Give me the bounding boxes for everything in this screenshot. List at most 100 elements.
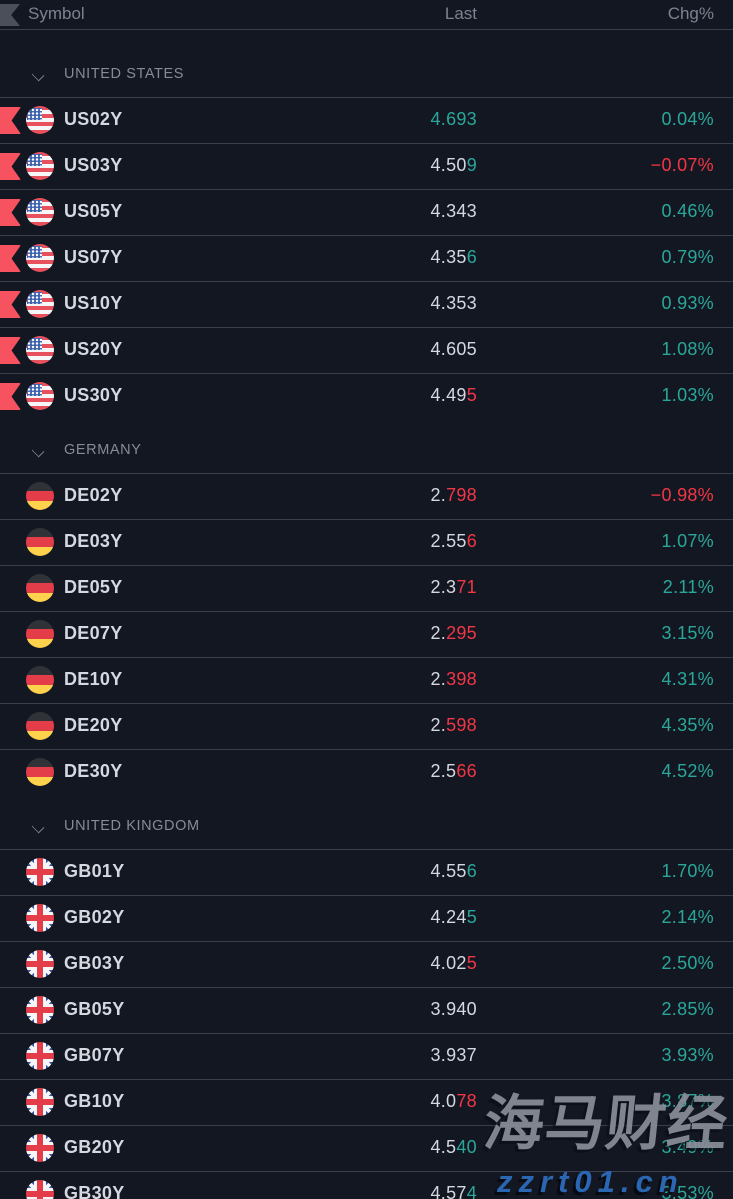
symbol-label: DE10Y (64, 669, 123, 689)
last-price: 4.343 (430, 201, 477, 221)
symbol-label: DE02Y (64, 485, 123, 505)
symbol-label: DE30Y (64, 761, 123, 781)
flag-marker-icon[interactable] (0, 199, 21, 226)
symbol-row[interactable]: GB30Y 4.574 3.53% (0, 1171, 733, 1199)
symbol-row[interactable]: DE20Y 2.598 4.35% (0, 703, 733, 749)
symbol-row[interactable]: GB20Y 4.540 3.49% (0, 1125, 733, 1171)
flag-marker-icon[interactable] (0, 337, 21, 364)
symbol-label: DE07Y (64, 623, 123, 643)
symbol-row[interactable]: DE10Y 2.398 4.31% (0, 657, 733, 703)
change-percent: 4.35% (661, 715, 714, 735)
country-flag-icon (26, 904, 54, 932)
country-flag-icon (26, 858, 54, 886)
change-percent: 1.70% (661, 861, 714, 881)
symbol-row[interactable]: GB01Y 4.556 1.70% (0, 849, 733, 895)
symbol-group: UNITED KINGDOM GB01Y 4.556 1.70% GB02Y 4… (0, 804, 733, 1199)
symbol-row[interactable]: GB07Y 3.937 3.93% (0, 1033, 733, 1079)
change-percent: 4.52% (661, 761, 714, 781)
change-percent: 2.14% (661, 907, 714, 927)
last-price: 4.245 (430, 907, 477, 927)
symbol-row[interactable]: DE05Y 2.371 2.11% (0, 565, 733, 611)
change-percent: 2.50% (661, 953, 714, 973)
country-flag-icon (26, 290, 54, 318)
symbol-label: US30Y (64, 385, 123, 405)
country-flag-icon (26, 482, 54, 510)
flag-marker-icon[interactable] (0, 291, 21, 318)
column-header-symbol[interactable]: Symbol (28, 4, 85, 23)
symbol-label: US03Y (64, 155, 123, 175)
change-percent: 3.49% (661, 1137, 714, 1157)
symbol-label: GB03Y (64, 953, 125, 973)
symbol-label: US20Y (64, 339, 123, 359)
last-price: 2.556 (430, 531, 477, 551)
symbol-label: US02Y (64, 109, 123, 129)
group-header[interactable]: UNITED STATES (0, 52, 733, 97)
last-price: 4.495 (430, 385, 477, 405)
change-percent: 1.08% (661, 339, 714, 359)
watchlist-body: UNITED STATES US02Y 4.693 0.04% US03Y 4.… (0, 52, 733, 1199)
country-flag-icon (26, 152, 54, 180)
symbol-label: DE20Y (64, 715, 123, 735)
symbol-row[interactable]: DE30Y 2.566 4.52% (0, 749, 733, 795)
symbol-row[interactable]: GB10Y 4.078 3.87% (0, 1079, 733, 1125)
country-flag-icon (26, 574, 54, 602)
last-price: 4.078 (430, 1091, 477, 1111)
symbol-row[interactable]: US02Y 4.693 0.04% (0, 97, 733, 143)
symbol-row[interactable]: DE03Y 2.556 1.07% (0, 519, 733, 565)
symbol-label: US05Y (64, 201, 123, 221)
last-price: 2.371 (430, 577, 477, 597)
last-price: 3.940 (430, 999, 477, 1019)
symbol-row[interactable]: US20Y 4.605 1.08% (0, 327, 733, 373)
group-label: UNITED STATES (64, 66, 185, 82)
change-percent: 3.53% (661, 1183, 714, 1199)
symbol-row[interactable]: DE07Y 2.295 3.15% (0, 611, 733, 657)
change-percent: 3.93% (661, 1045, 714, 1065)
symbol-row[interactable]: DE02Y 2.798 −0.98% (0, 473, 733, 519)
column-header-chg[interactable]: Chg% (667, 4, 714, 23)
symbol-label: GB01Y (64, 861, 125, 881)
flag-column-icon[interactable] (0, 4, 20, 26)
flag-marker-icon[interactable] (0, 245, 21, 272)
country-flag-icon (26, 712, 54, 740)
symbol-label: GB20Y (64, 1137, 125, 1157)
symbol-group: GERMANY DE02Y 2.798 −0.98% DE03Y 2.556 1… (0, 428, 733, 795)
change-percent: 1.07% (661, 531, 714, 551)
last-price: 4.693 (430, 109, 477, 129)
country-flag-icon (26, 1180, 54, 1199)
symbol-row[interactable]: US10Y 4.353 0.93% (0, 281, 733, 327)
symbol-row[interactable]: US05Y 4.343 0.46% (0, 189, 733, 235)
change-percent: 2.11% (662, 577, 714, 597)
chevron-down-icon (31, 444, 45, 458)
symbol-label: DE03Y (64, 531, 123, 551)
change-percent: 3.15% (661, 623, 714, 643)
change-percent: 3.87% (661, 1091, 714, 1111)
symbol-row[interactable]: US03Y 4.509 −0.07% (0, 143, 733, 189)
symbol-row[interactable]: GB05Y 3.940 2.85% (0, 987, 733, 1033)
group-header[interactable]: GERMANY (0, 428, 733, 473)
country-flag-icon (26, 336, 54, 364)
country-flag-icon (26, 382, 54, 410)
change-percent: 0.04% (661, 109, 714, 129)
last-price: 2.598 (430, 715, 477, 735)
last-price: 2.566 (430, 761, 477, 781)
symbol-row[interactable]: US07Y 4.356 0.79% (0, 235, 733, 281)
symbol-row[interactable]: US30Y 4.495 1.03% (0, 373, 733, 419)
flag-marker-icon[interactable] (0, 153, 21, 180)
last-price: 4.574 (430, 1183, 477, 1199)
symbol-label: GB30Y (64, 1183, 125, 1199)
symbol-group: UNITED STATES US02Y 4.693 0.04% US03Y 4.… (0, 52, 733, 419)
symbol-row[interactable]: GB03Y 4.025 2.50% (0, 941, 733, 987)
last-price: 4.353 (430, 293, 477, 313)
watermark-url: zzrt01.cn (497, 1164, 684, 1199)
last-price: 2.798 (430, 485, 477, 505)
group-header[interactable]: UNITED KINGDOM (0, 804, 733, 849)
symbol-label: US07Y (64, 247, 123, 267)
change-percent: −0.98% (650, 485, 714, 505)
flag-marker-icon[interactable] (0, 107, 21, 134)
symbol-row[interactable]: GB02Y 4.245 2.14% (0, 895, 733, 941)
last-price: 4.509 (430, 155, 477, 175)
change-percent: 4.31% (661, 669, 714, 689)
country-flag-icon (26, 1134, 54, 1162)
flag-marker-icon[interactable] (0, 383, 21, 410)
column-header-last[interactable]: Last (444, 4, 477, 23)
